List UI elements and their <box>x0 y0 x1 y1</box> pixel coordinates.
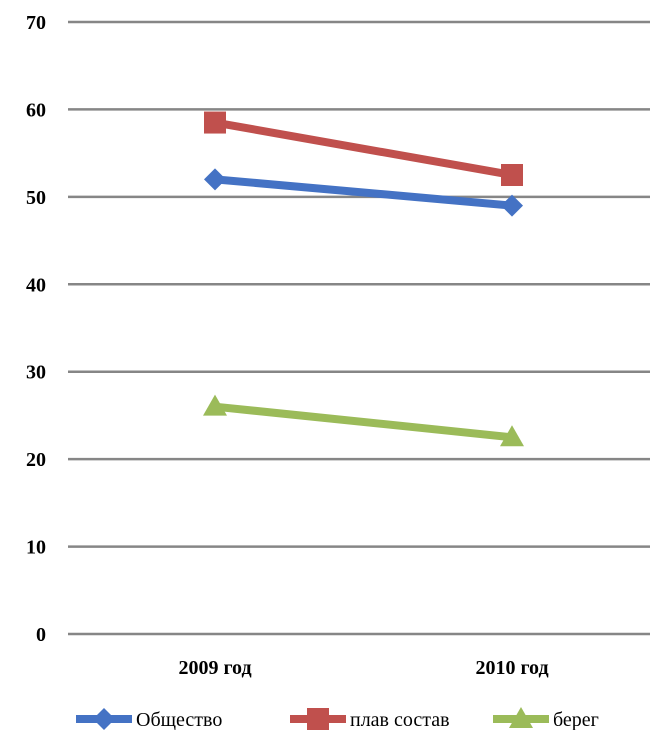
legend-item: плав состав <box>290 708 450 730</box>
series-2 <box>203 394 524 447</box>
series-group <box>203 111 524 447</box>
x-tick-label: 2010 год <box>475 657 548 679</box>
series-1 <box>204 111 523 186</box>
series-line <box>211 175 516 210</box>
legend-item: Общество <box>76 708 222 730</box>
grid-lines <box>68 20 650 636</box>
y-tick-label: 0 <box>36 624 46 646</box>
y-tick-label: 60 <box>26 99 46 121</box>
legend-label: берег <box>553 709 599 730</box>
legend-item: берег <box>493 707 599 730</box>
series-line <box>211 118 516 179</box>
series-0 <box>204 168 523 217</box>
x-tick-label: 2009 год <box>178 657 251 679</box>
y-tick-label: 20 <box>26 449 46 471</box>
data-point <box>204 111 226 134</box>
y-tick-label: 10 <box>26 537 46 559</box>
data-point <box>203 394 227 416</box>
legend-marker <box>93 708 115 730</box>
y-tick-label: 40 <box>26 274 46 296</box>
data-point <box>204 168 226 191</box>
data-point <box>501 164 523 186</box>
series-line <box>211 402 516 442</box>
legend-marker <box>509 707 533 728</box>
legend: Общество плав состав берег <box>76 707 599 730</box>
y-tick-label: 50 <box>26 187 46 209</box>
data-point <box>501 194 523 217</box>
y-tick-label: 30 <box>26 362 46 384</box>
x-axis-ticks: 2009 год 2010 год <box>178 657 548 679</box>
data-point <box>500 425 524 447</box>
legend-label: Общество <box>136 709 222 730</box>
y-axis-ticks: 0 10 20 30 40 50 60 70 <box>26 12 46 646</box>
y-tick-label: 70 <box>26 12 46 34</box>
legend-label: плав состав <box>350 709 450 730</box>
legend-marker <box>307 708 329 730</box>
